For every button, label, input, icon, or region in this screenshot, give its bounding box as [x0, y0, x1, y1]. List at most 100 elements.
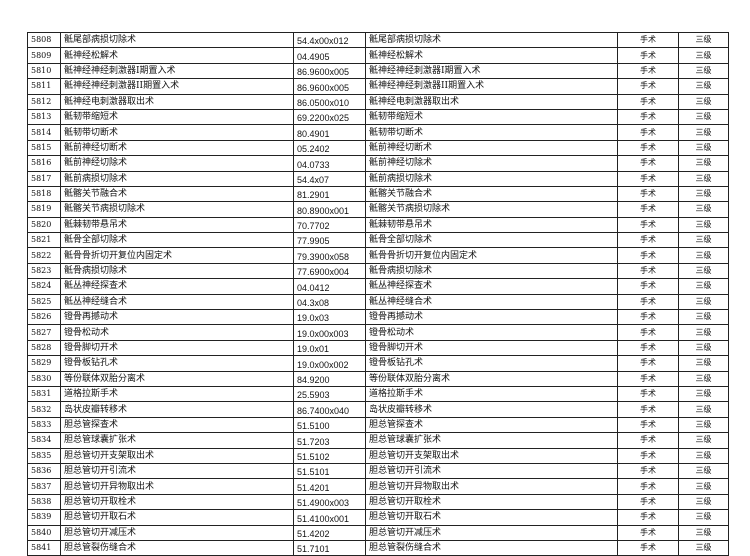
- procedure-name: 骶髂关节融合术: [60, 185, 294, 203]
- procedure-name: 骶韧带切断术: [60, 124, 294, 141]
- procedure-code: 51.5101: [293, 462, 366, 480]
- procedure-code: 81.2901: [293, 185, 366, 203]
- category: 手术: [617, 31, 679, 49]
- procedure-code: 04.3x08: [293, 293, 366, 311]
- category: 手术: [617, 370, 679, 387]
- category: 手术: [617, 416, 679, 434]
- category: 手术: [617, 124, 679, 141]
- procedure-name-standard: 镫骨脚切开术: [365, 339, 618, 357]
- row-number: 5839: [27, 509, 61, 526]
- grade: 三级: [678, 278, 729, 295]
- procedure-name: 胆总管切开引流术: [60, 462, 294, 480]
- row-number: 5827: [27, 324, 61, 341]
- table-row: 5816 骶前神经切除术 04.0733 骶前神经切除术 手术 三级: [27, 155, 729, 172]
- category: 手术: [617, 278, 679, 295]
- procedure-code: 70.7702: [293, 216, 366, 234]
- row-number: 5823: [27, 262, 61, 280]
- procedure-name-standard: 胆总管裂伤缝合术: [365, 539, 618, 556]
- table-row: 5809 骶神经松解术 04.4905 骶神经松解术 手术 三级: [27, 47, 729, 64]
- grade: 三级: [678, 62, 729, 80]
- row-number: 5813: [27, 108, 61, 126]
- procedure-name: 骶骨骨折切开复位内固定术: [60, 247, 294, 264]
- procedure-name-standard: 骶尾部病损切除术: [365, 31, 618, 49]
- procedure-name-standard: 骶丛神经缝合术: [365, 293, 618, 311]
- procedure-code: 19.0x00x003: [293, 324, 366, 341]
- row-number: 5834: [27, 432, 61, 449]
- grade: 三级: [678, 478, 729, 495]
- category: 手术: [617, 93, 679, 110]
- procedure-name: 胆总管切开异物取出术: [60, 478, 294, 495]
- row-number: 5825: [27, 293, 61, 311]
- row-number: 5814: [27, 124, 61, 141]
- procedure-name: 骶丛神经探查术: [60, 278, 294, 295]
- category: 手术: [617, 47, 679, 64]
- category: 手术: [617, 170, 679, 187]
- row-number: 5841: [27, 539, 61, 556]
- table-row: 5831 道格拉斯手术 25.5903 道格拉斯手术 手术 三级: [27, 385, 729, 403]
- row-number: 5812: [27, 93, 61, 110]
- category: 手术: [617, 216, 679, 234]
- row-number: 5817: [27, 170, 61, 187]
- table-row: 5814 骶韧带切断术 80.4901 骶韧带切断术 手术 三级: [27, 124, 729, 141]
- table-row: 5826 镫骨再撼动术 19.0x03 镫骨再撼动术 手术 三级: [27, 309, 729, 326]
- table-row: 5822 骶骨骨折切开复位内固定术 79.3900x058 骶骨骨折切开复位内固定术手…: [27, 247, 729, 264]
- grade: 三级: [678, 432, 729, 449]
- procedure-name-standard: 岛状皮瓣转移术: [365, 401, 618, 418]
- row-number: 5832: [27, 401, 61, 418]
- grade: 三级: [678, 509, 729, 526]
- table-row: 5841 胆总管裂伤缝合术 51.7101 胆总管裂伤缝合术 手术 三级: [27, 539, 729, 556]
- category: 手术: [617, 62, 679, 80]
- procedure-code: 51.7203: [293, 432, 366, 449]
- category: 手术: [617, 462, 679, 480]
- procedure-code: 51.4202: [293, 524, 366, 541]
- procedure-name: 骶神经电刺激器取出术: [60, 93, 294, 110]
- row-number: 5815: [27, 139, 61, 157]
- procedure-code: 51.4900x003: [293, 493, 366, 511]
- procedure-code: 77.6900x004: [293, 262, 366, 280]
- category: 手术: [617, 108, 679, 126]
- table-row: 5808 骶尾部病损切除术 54.4x00x012 骶尾部病损切除术 手术 三级: [27, 31, 729, 49]
- table-row: 5838 胆总管切开取栓术 51.4900x003 胆总管切开取栓术 手术 三级: [27, 493, 729, 511]
- procedure-name: 骶骨全部切除术: [60, 232, 294, 249]
- grade: 三级: [678, 524, 729, 541]
- table-row: 5827 镫骨松动术 19.0x00x003 镫骨松动术 手术 三级: [27, 324, 729, 341]
- procedure-code: 54.4x07: [293, 170, 366, 187]
- procedure-name-standard: 骶髂关节融合术: [365, 185, 618, 203]
- table-row: 5823 骶骨病损切除术 77.6900x004 骶骨病损切除术 手术 三级: [27, 262, 729, 280]
- row-number: 5808: [27, 31, 61, 49]
- category: 手术: [617, 139, 679, 157]
- procedure-name: 骶丛神经缝合术: [60, 293, 294, 311]
- grade: 三级: [678, 31, 729, 49]
- procedure-name: 镫骨松动术: [60, 324, 294, 341]
- row-number: 5838: [27, 493, 61, 511]
- procedure-name: 骶前神经切除术: [60, 155, 294, 172]
- procedure-name: 等份联体双胎分离术: [60, 370, 294, 387]
- table-row: 5837 胆总管切开异物取出术 51.4201 胆总管切开异物取出术 手术 三级: [27, 478, 729, 495]
- procedure-code: 05.2402: [293, 139, 366, 157]
- category: 手术: [617, 78, 679, 95]
- row-number: 5840: [27, 524, 61, 541]
- grade: 三级: [678, 401, 729, 418]
- procedure-name-standard: 胆总管探查术: [365, 416, 618, 434]
- row-number: 5822: [27, 247, 61, 264]
- row-number: 5810: [27, 62, 61, 80]
- category: 手术: [617, 309, 679, 326]
- procedure-name-standard: 胆总管切开支架取出术: [365, 447, 618, 464]
- procedure-name-standard: 骶骨全部切除术: [365, 232, 618, 249]
- procedure-name: 胆总管切开减压术: [60, 524, 294, 541]
- row-number: 5836: [27, 462, 61, 480]
- row-number: 5821: [27, 232, 61, 249]
- grade: 三级: [678, 216, 729, 234]
- grade: 三级: [678, 339, 729, 357]
- grade: 三级: [678, 232, 729, 249]
- category: 手术: [617, 324, 679, 341]
- category: 手术: [617, 447, 679, 464]
- procedure-name-standard: 骶神经神经刺激器II期置入术: [365, 78, 618, 95]
- procedure-name: 骶尾部病损切除术: [60, 31, 294, 49]
- procedure-name: 岛状皮瓣转移术: [60, 401, 294, 418]
- procedure-code: 86.9600x005: [293, 78, 366, 95]
- table-row: 5818 骶髂关节融合术 81.2901 骶髂关节融合术 手术 三级: [27, 185, 729, 203]
- procedure-code: 25.5903: [293, 385, 366, 403]
- procedure-name: 镫骨再撼动术: [60, 309, 294, 326]
- grade: 三级: [678, 170, 729, 187]
